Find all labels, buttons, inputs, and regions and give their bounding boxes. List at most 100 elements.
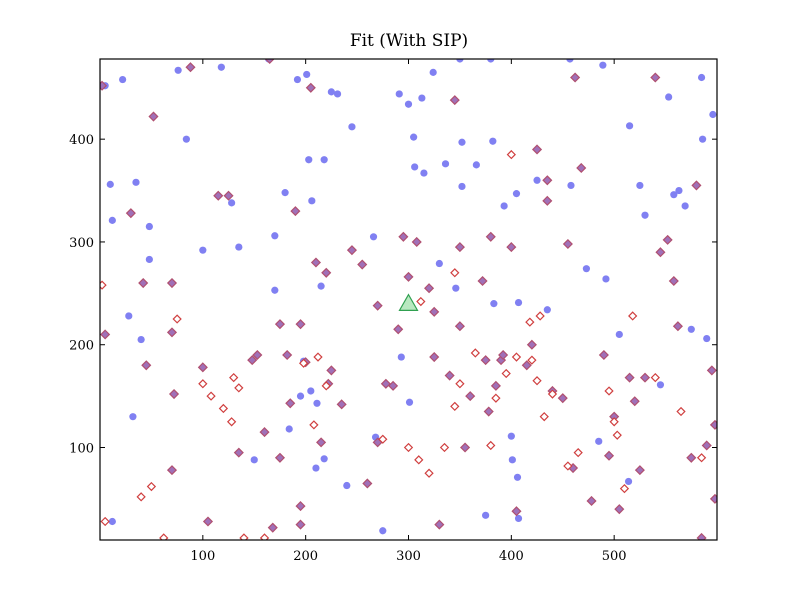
data-point [699,135,707,143]
data-point [498,349,509,361]
data-point [226,417,237,427]
data-point [295,519,306,530]
data-point [346,245,357,256]
data-point [444,370,455,381]
data-point [429,352,440,363]
data-point [598,349,609,361]
data-point [309,420,319,430]
data-point [125,312,133,320]
data-point [362,478,373,489]
data-point [234,383,244,393]
data-point [411,236,422,247]
data-point [172,314,182,324]
data-point [320,156,328,164]
data-point [570,72,581,83]
data-point [526,339,537,350]
data-point [267,522,278,533]
data-point [458,182,466,191]
data-point [233,447,244,458]
data-point [557,393,568,404]
data-point [668,275,679,287]
data-point [404,100,413,108]
x-tick-label: 300 [396,549,421,564]
data-point [514,514,523,523]
data-point [235,243,243,251]
data-point [490,300,498,308]
data-point [599,61,607,69]
data-point [206,391,216,401]
data-point [458,138,466,146]
data-point [454,321,465,332]
data-point [639,372,651,383]
data-point [513,473,522,481]
data-point [450,401,460,412]
data-point [525,317,535,327]
data-point [411,163,419,171]
points-layer [100,59,717,540]
data-point [625,122,634,130]
data-point [327,88,335,96]
data-point [317,282,325,290]
data-point [398,231,409,242]
data-point [665,93,673,101]
data-point [686,452,697,463]
data-point [274,452,286,463]
data-point [416,296,426,307]
data-point [321,267,332,278]
data-point [378,434,388,444]
chart-title: Fit (With SIP) [350,31,468,51]
data-point [441,160,450,168]
data-point [229,372,239,383]
data-point [533,176,541,184]
data-point [313,352,323,362]
data-point [271,232,279,240]
data-point [511,506,522,517]
data-point [507,432,515,440]
data-point [491,393,501,403]
data-point [535,311,545,321]
data-point [166,327,178,338]
data-point [527,355,537,365]
data-point [455,379,465,389]
data-point [434,519,445,530]
data-point [465,391,476,402]
data-point [703,334,711,343]
data-point [316,437,327,448]
data-point [307,387,315,395]
data-point [174,66,182,74]
data-point [295,501,306,512]
data-point [586,495,597,506]
data-point [159,533,169,540]
data-point [706,365,717,376]
data-point [424,283,435,294]
data-point [333,90,342,98]
data-point [691,180,702,191]
data-point [619,483,630,494]
data-point [379,527,387,535]
data-point [252,349,263,361]
data-point [372,300,383,311]
data-point [483,406,494,417]
data-point [452,284,460,292]
data-point [547,389,558,399]
data-point [687,325,695,333]
data-point [259,427,270,438]
data-point [239,533,249,540]
data-point [542,195,553,206]
data-point [573,447,583,458]
data-point [595,437,603,445]
data-point [303,70,311,79]
data-point [511,352,522,362]
data-point [709,419,717,430]
data-point [450,268,460,278]
data-point [449,95,460,106]
data-point [681,202,689,210]
data-point [490,380,501,391]
data-point [612,430,622,440]
data-point [512,190,521,198]
data-point [281,189,289,197]
data-point [312,464,320,472]
data-point [198,379,208,389]
data-point [486,440,496,451]
